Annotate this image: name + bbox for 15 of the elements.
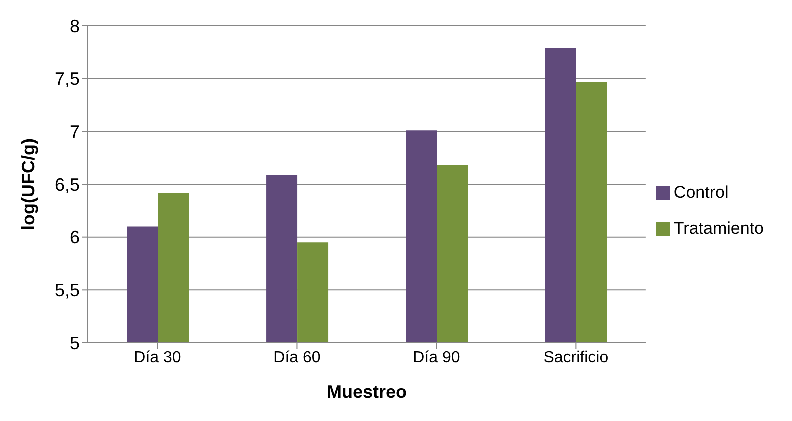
y-tick-label: 7,5 <box>54 69 80 90</box>
x-tick-label: Día 30 <box>134 349 182 366</box>
y-tick-label: 6,5 <box>54 174 80 195</box>
y-tick-label: 5 <box>70 333 80 354</box>
y-tick-label: 6 <box>70 228 80 248</box>
y-tick-label: 7 <box>70 122 80 142</box>
y-tick-label: 8 <box>70 16 80 36</box>
legend-label: Control <box>674 182 729 202</box>
y-tick-label: 5,5 <box>54 280 80 301</box>
x-tick-label: Día 60 <box>274 349 321 366</box>
x-tick-label: Día 90 <box>413 349 460 366</box>
legend-label: Tratamiento <box>674 218 764 238</box>
x-tick-label: Sacrificio <box>544 349 609 366</box>
x-axis-title: Muestreo <box>326 382 407 402</box>
y-axis-title: log(UFC/g) <box>18 138 38 230</box>
